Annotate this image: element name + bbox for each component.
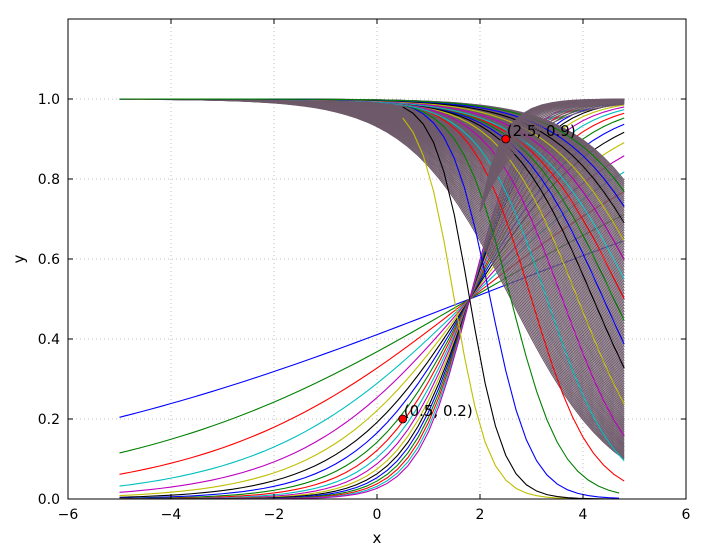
y-tick-label: 0.8 [38, 172, 60, 188]
series-line-band-rise [479, 100, 625, 212]
series-line-band-rise [479, 102, 625, 212]
series-line-rising [119, 142, 625, 497]
series-line-band-rise [479, 103, 625, 212]
x-tick-label: 4 [579, 507, 588, 523]
x-tick-label: −6 [58, 507, 79, 523]
x-axis-label: x [373, 529, 382, 547]
series-line-rising [119, 214, 625, 454]
x-tick-label: 0 [373, 507, 382, 523]
x-tick-label: 2 [476, 507, 485, 523]
series-line-band-rise [479, 101, 625, 212]
annotation-label: (0.5, 0.2) [404, 402, 473, 420]
y-tick-label: 0.6 [38, 252, 60, 268]
series-line-band-rise [479, 101, 625, 212]
y-tick-label: 1.0 [38, 92, 60, 108]
series-group [119, 98, 625, 500]
annotation-points: (2.5, 0.9) (0.5, 0.2) [398, 122, 576, 424]
y-tick-label: 0.0 [38, 492, 60, 508]
x-tick-label: −4 [161, 507, 182, 523]
x-tick-label: −2 [264, 507, 285, 523]
x-tick-label: 6 [682, 507, 691, 523]
y-tick-label: 0.2 [38, 412, 60, 428]
y-axis-label: y [10, 254, 28, 263]
axis-ticks: −6 −4 −2 0 2 4 6 0.0 0.2 0.4 0.6 0.8 1.0 [38, 19, 691, 523]
annotation-point [398, 414, 408, 424]
series-line-falling [402, 104, 620, 494]
y-tick-label: 0.4 [38, 332, 60, 348]
annotation-label: (2.5, 0.9) [507, 122, 576, 140]
annotation-point [501, 134, 511, 144]
series-line-band-rise [479, 100, 625, 212]
